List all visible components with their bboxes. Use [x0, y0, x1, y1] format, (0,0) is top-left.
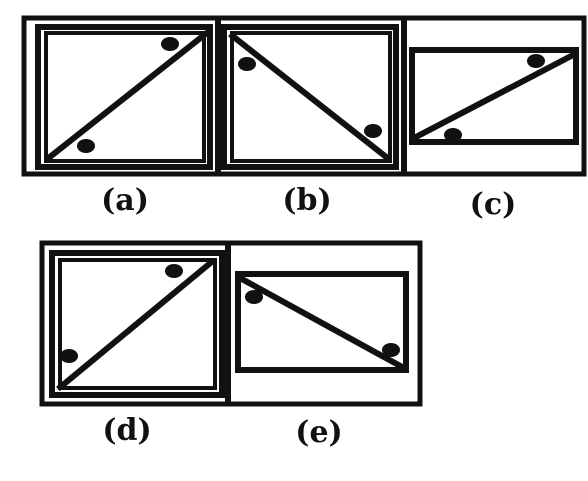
figure-e-rectangle: [235, 271, 409, 373]
figure-c-dot-top: [527, 54, 545, 68]
figure-a-diagonal: [44, 29, 210, 163]
figure-c-label: (c): [469, 187, 517, 222]
figure-e-label: (e): [295, 415, 343, 450]
figure-e: [235, 271, 409, 373]
figure-b-dot-top: [238, 57, 256, 71]
figure-e-dot-top: [245, 290, 263, 304]
figure-a-outer-square: [35, 24, 213, 170]
figure-a-label: (a): [101, 183, 149, 218]
figure-c-dot-bottom: [444, 128, 462, 142]
figure-b-dot-bottom: [364, 124, 382, 138]
figure-a: [35, 24, 213, 170]
figure-a-inner-square: [44, 31, 206, 163]
figure-e-diagonal: [238, 275, 406, 371]
figure-c-diagonal: [412, 51, 577, 141]
figure-a-dot-top: [161, 37, 179, 51]
figure-d-outer-square: [49, 250, 225, 398]
figure-d-label: (d): [102, 413, 152, 448]
figure-d-diagonal: [56, 257, 216, 392]
figure-e-dot-bottom: [382, 343, 400, 357]
top-row-frame: [21, 15, 587, 177]
figure-b-inner-square: [230, 31, 392, 163]
figure-b-outer-square: [221, 24, 399, 170]
figure-a-dot-bottom: [77, 139, 95, 153]
figure-c: [409, 47, 579, 145]
figure-d-dot-top: [165, 264, 183, 278]
figure-b: [221, 24, 399, 170]
figure-d: [49, 250, 225, 398]
figure-b-label: (b): [282, 183, 332, 218]
figure-c-rectangle: [409, 47, 579, 145]
figure-b-diagonal: [228, 31, 392, 163]
figure-d-dot-bottom: [60, 349, 78, 363]
figure-d-inner-square: [58, 258, 217, 390]
